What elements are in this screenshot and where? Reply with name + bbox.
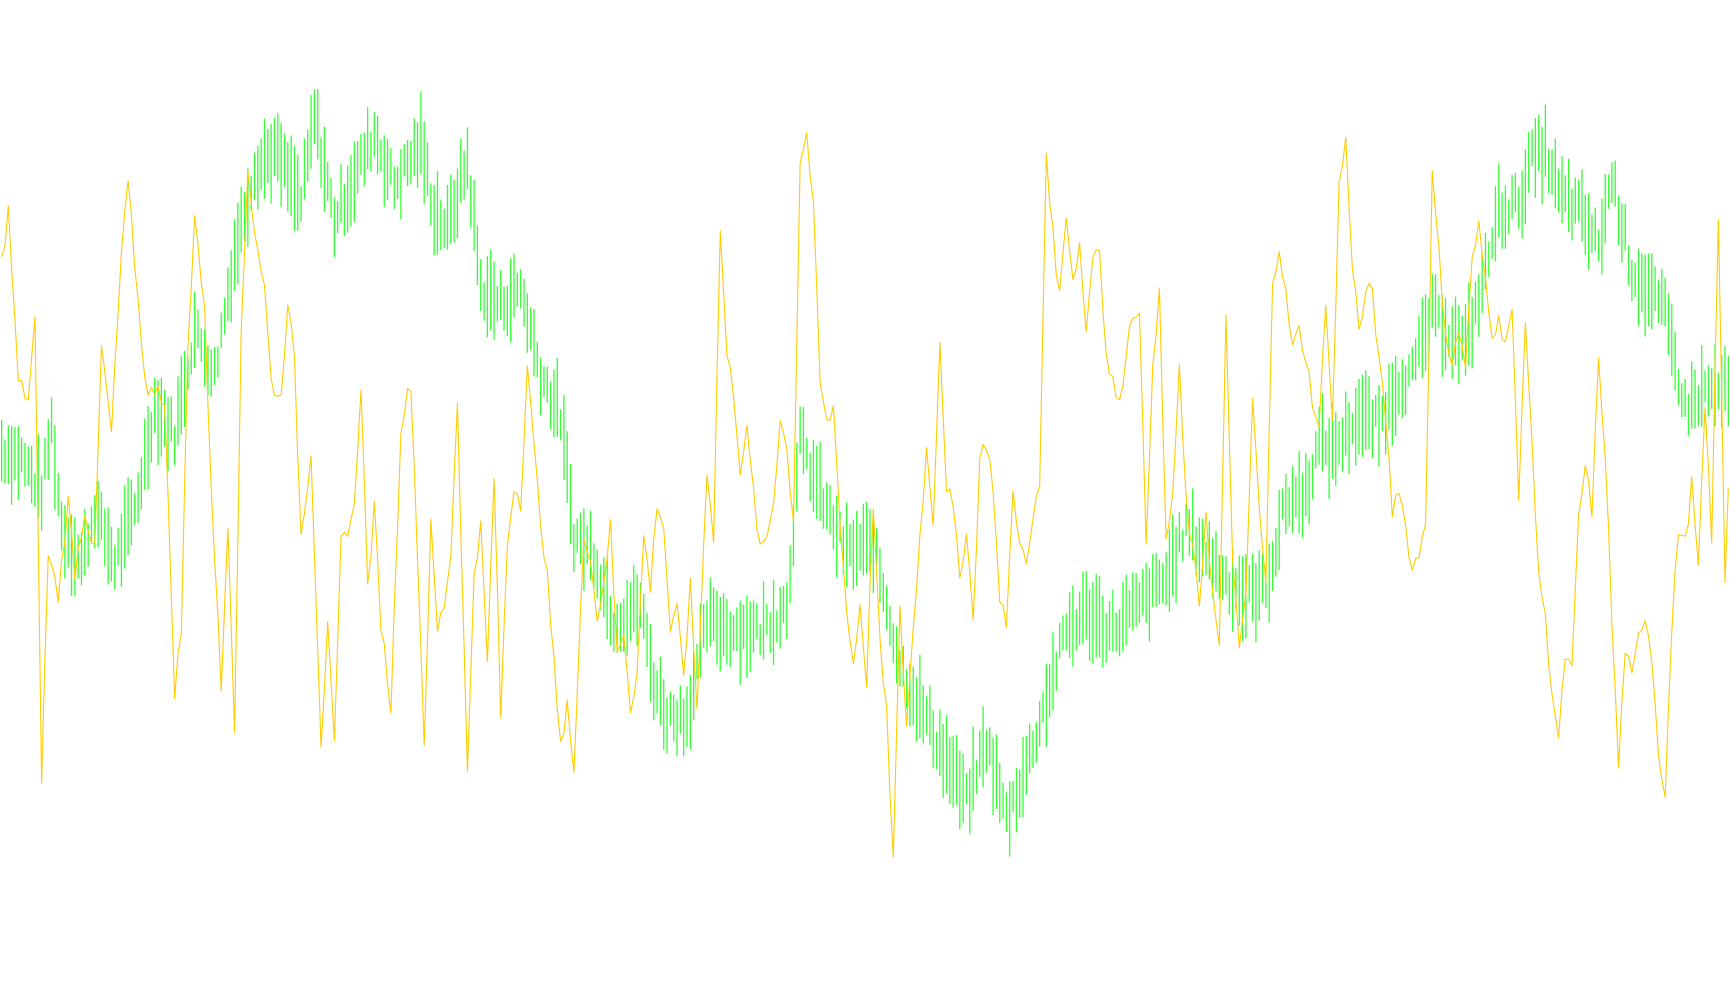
- yellow-line-series: [1, 132, 1729, 858]
- series-line: [1, 132, 1729, 858]
- green-bar-series: [1, 89, 1729, 857]
